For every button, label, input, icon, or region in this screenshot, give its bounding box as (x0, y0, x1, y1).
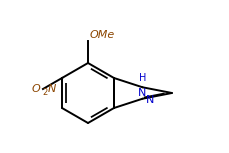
Text: OMe: OMe (90, 30, 115, 40)
Text: H: H (139, 73, 146, 83)
Text: N: N (145, 95, 154, 105)
Text: N: N (138, 88, 147, 98)
Text: 2: 2 (42, 88, 47, 97)
Text: N: N (48, 84, 56, 94)
Text: O: O (31, 84, 40, 94)
